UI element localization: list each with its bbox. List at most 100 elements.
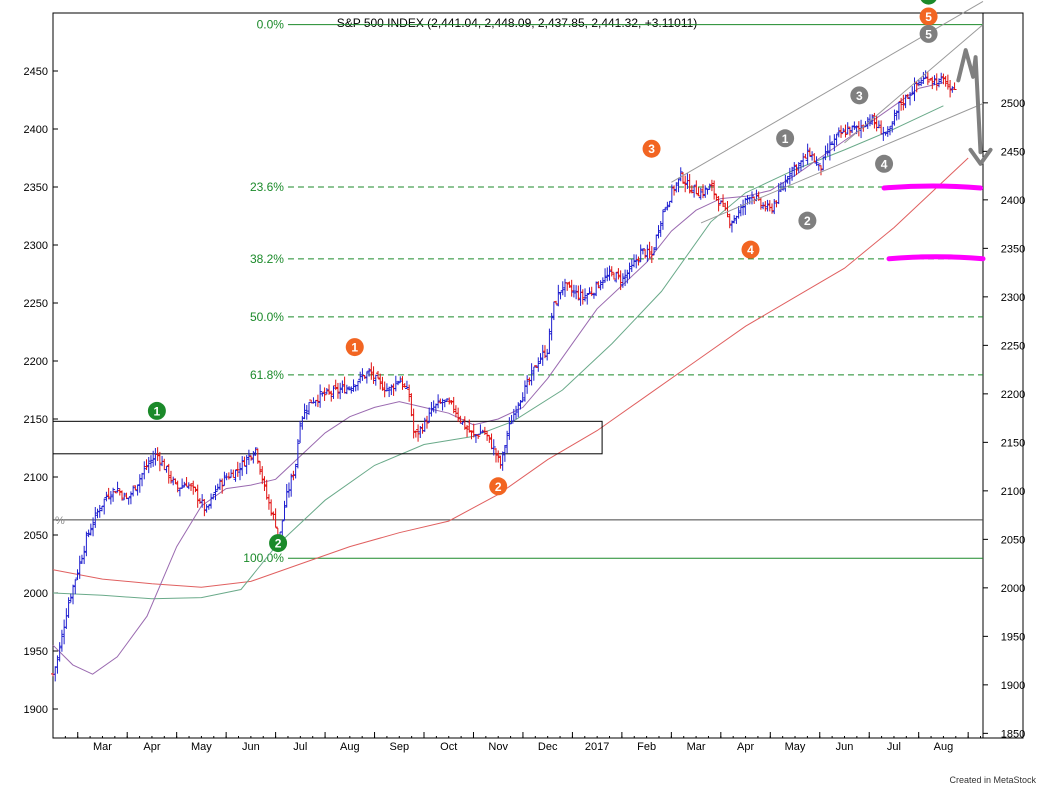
wave-label-circle <box>741 240 760 259</box>
wave-label: 5 <box>919 7 938 26</box>
x-axis-label: Feb <box>637 741 656 753</box>
moving-average-purple <box>52 82 944 675</box>
left-axis-label: 2400 <box>24 124 48 136</box>
fib-partial-label: % <box>55 515 65 527</box>
wave-label-circle <box>798 211 817 230</box>
wave-label-text: 1 <box>351 341 358 355</box>
right-axis-label: 2000 <box>1001 583 1025 595</box>
fib-level-label: 100.0% <box>243 551 284 565</box>
left-axis-label: 2150 <box>24 414 48 426</box>
right-axis-label: 2250 <box>1001 340 1025 352</box>
fib-level-label: 61.8% <box>250 368 284 382</box>
moving-average-red <box>52 157 969 588</box>
wave-label: 4 <box>741 240 760 259</box>
channel-line <box>700 103 984 224</box>
x-axis-label: Apr <box>143 741 160 753</box>
wave-label: 3 <box>920 0 937 5</box>
right-axis-label: 2150 <box>1001 437 1025 449</box>
right-axis-label: 2100 <box>1001 486 1025 498</box>
left-axis-label: 2450 <box>24 66 48 78</box>
x-axis-label: Apr <box>737 741 754 753</box>
right-axis-label: 2300 <box>1001 292 1025 304</box>
x-axis-label: Sep <box>389 741 409 753</box>
x-axis-label: Jun <box>836 741 854 753</box>
wave-label: 3 <box>850 86 869 105</box>
wave-label-text: 2 <box>804 214 811 228</box>
forecast-arrow-path <box>956 48 983 155</box>
wave-label-circle <box>147 401 166 420</box>
x-axis-label: May <box>785 741 806 753</box>
right-axis-label: 2350 <box>1001 243 1025 255</box>
x-axis-label: Aug <box>340 741 360 753</box>
x-axis-label: Mar <box>93 741 112 753</box>
wave-label: 5 <box>919 24 938 43</box>
moving-average-green <box>52 105 944 600</box>
right-axis-label: 2400 <box>1001 195 1025 207</box>
wave-label-circle <box>919 24 938 43</box>
right-axis-label: 1900 <box>1001 680 1025 692</box>
x-axis-label: Dec <box>538 741 558 753</box>
wave-label: 3 <box>642 139 661 158</box>
x-axis-label: Oct <box>440 741 457 753</box>
wave-label-circle <box>269 534 288 553</box>
wave-label-text: 4 <box>881 157 888 171</box>
x-axis-label: Jul <box>887 741 901 753</box>
x-axis-label: Jul <box>293 741 307 753</box>
left-axis-label: 2000 <box>24 588 48 600</box>
fib-level-label: 23.6% <box>250 180 284 194</box>
left-axis-label: 2300 <box>24 240 48 252</box>
wave-label-text: 4 <box>747 243 754 257</box>
footer-credit: Created in MetaStock <box>949 775 1036 785</box>
wave-label-text: 1 <box>154 404 161 418</box>
wave-label-circle <box>850 86 869 105</box>
wave-label: 2 <box>798 211 817 230</box>
left-axis-label: 2050 <box>24 530 48 542</box>
wave-label-circle <box>642 139 661 158</box>
wave-label: 1 <box>147 401 166 420</box>
wave-label-text: 2 <box>495 480 502 494</box>
left-axis-label: 2100 <box>24 472 48 484</box>
left-axis-label: 2350 <box>24 182 48 194</box>
wave-label-text: 5 <box>925 27 932 41</box>
right-axis-label: 2500 <box>1001 98 1025 110</box>
wave-label: 2 <box>489 477 508 496</box>
wave-label-text: 1 <box>782 132 789 146</box>
wave-label: 2 <box>269 534 288 553</box>
wave-label-text: 5 <box>925 10 932 24</box>
x-axis-label: May <box>191 741 212 753</box>
wave-label-circle <box>345 338 364 357</box>
right-axis-label: 1950 <box>1001 631 1025 643</box>
wave-label: 1 <box>776 129 795 148</box>
left-axis-label: 2250 <box>24 298 48 310</box>
wave-label-circle <box>875 154 894 173</box>
plot-frame <box>52 12 1024 739</box>
x-axis-label: 2017 <box>585 741 609 753</box>
left-axis-label: 2200 <box>24 356 48 368</box>
wave-label-circle <box>776 129 795 148</box>
forecast-arrow-head <box>968 147 993 166</box>
wave-label-text: 3 <box>925 0 932 3</box>
wave-label-text: 3 <box>856 89 863 103</box>
wave-label-text: 3 <box>648 142 655 156</box>
right-axis-label: 2050 <box>1001 534 1025 546</box>
fib-level-label: 0.0% <box>257 18 285 32</box>
resistance-box <box>52 420 603 455</box>
target-zone-mark <box>881 183 984 191</box>
wave-label-circle <box>489 477 508 496</box>
target-zone-mark <box>886 254 986 262</box>
x-axis-label: Mar <box>687 741 706 753</box>
channel-line <box>844 24 984 144</box>
wave-label-circle <box>919 7 938 26</box>
right-axis-label: 2200 <box>1001 389 1025 401</box>
left-axis-label: 1900 <box>24 704 48 716</box>
chart-title: S&P 500 INDEX (2,441.04, 2,448.09, 2,437… <box>337 16 698 30</box>
wave-label-text: 2 <box>275 537 282 551</box>
x-axis-label: Aug <box>934 741 954 753</box>
wave-label: 4 <box>875 154 894 173</box>
wave-label-circle <box>920 0 937 5</box>
fib-level-label: 50.0% <box>250 310 284 324</box>
fib-level-label: 38.2% <box>250 252 284 266</box>
left-axis-label: 1950 <box>24 646 48 658</box>
